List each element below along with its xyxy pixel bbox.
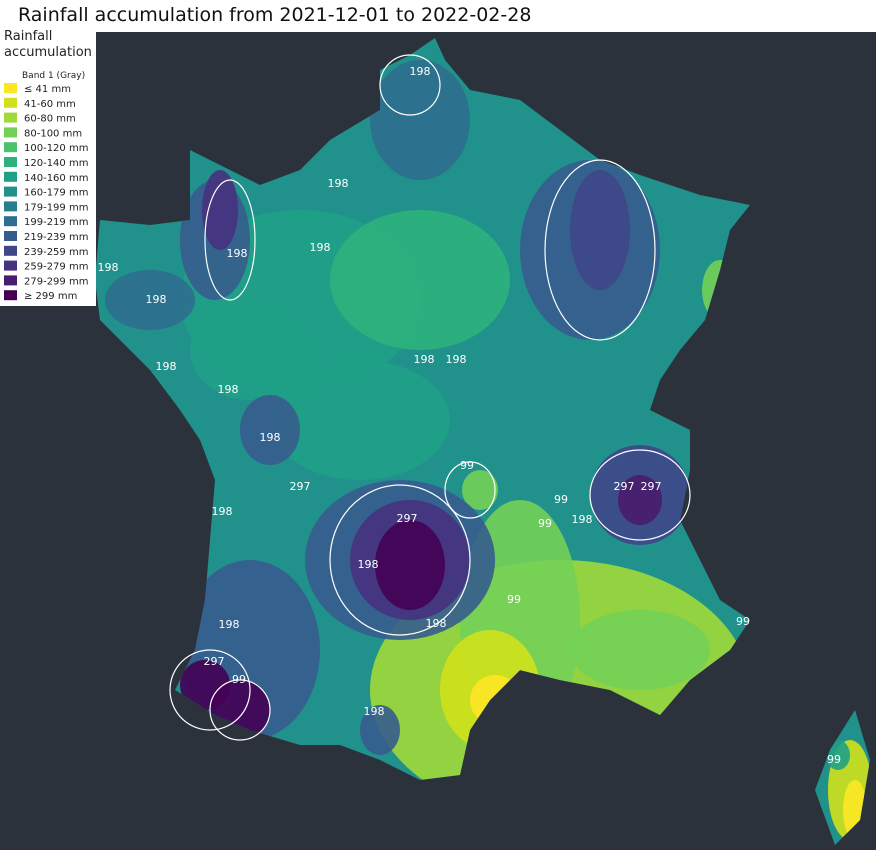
rainfall-region bbox=[360, 705, 400, 755]
contour-label: 198 bbox=[260, 431, 281, 444]
legend-swatch bbox=[4, 275, 17, 286]
legend-label: 160-179 mm bbox=[24, 188, 88, 199]
contour-label: 198 bbox=[218, 383, 239, 396]
contour-label: 198 bbox=[446, 353, 467, 366]
rainfall-region bbox=[190, 300, 310, 400]
rainfall-region bbox=[570, 610, 710, 690]
contour-label: 198 bbox=[212, 505, 233, 518]
legend-swatch bbox=[4, 83, 17, 93]
contour-label: 198 bbox=[219, 618, 240, 631]
contour-label: 198 bbox=[98, 261, 119, 274]
contour-line bbox=[204, 179, 256, 301]
legend-swatch bbox=[4, 142, 17, 153]
rainfall-region bbox=[330, 210, 510, 350]
legend-band: Band 1 (Gray) bbox=[22, 71, 85, 81]
contour-label: 198 bbox=[410, 65, 431, 78]
contour-line bbox=[444, 461, 496, 519]
legend-label: 179-199 mm bbox=[24, 202, 88, 213]
contour-line bbox=[329, 484, 471, 636]
legend-swatch bbox=[4, 127, 17, 138]
rainfall-region bbox=[240, 395, 300, 465]
legend-swatch bbox=[4, 260, 17, 271]
contour-label: 297 bbox=[397, 512, 418, 525]
rainfall-region bbox=[270, 360, 450, 480]
legend-swatch bbox=[4, 171, 17, 182]
legend: Rainfall accumulation Band 1 (Gray) ≤ 41 mm… bbox=[4, 29, 92, 302]
contour-label: 198 bbox=[310, 241, 331, 254]
contour-line bbox=[209, 679, 271, 741]
legend-label: 41-60 mm bbox=[24, 99, 76, 110]
map-title: Rainfall accumulation from 2021-12-01 to… bbox=[18, 4, 532, 26]
contour-label: 198 bbox=[426, 617, 447, 630]
legend-label: 80-100 mm bbox=[24, 128, 82, 139]
contour-label: 99 bbox=[538, 517, 552, 530]
contour-label: 198 bbox=[146, 293, 167, 306]
contour-label: 297 bbox=[290, 480, 311, 493]
legend-swatch bbox=[4, 97, 17, 108]
contour-label: 99 bbox=[827, 753, 841, 766]
rainfall-region bbox=[826, 740, 850, 770]
contour-label: 99 bbox=[507, 593, 521, 606]
contour-label: 99 bbox=[460, 459, 474, 472]
contour-line bbox=[589, 449, 691, 541]
contour-line bbox=[169, 649, 251, 731]
rainfall-region bbox=[375, 520, 445, 610]
legend-label: 219-239 mm bbox=[24, 232, 88, 243]
contour-label: 198 bbox=[572, 513, 593, 526]
contour-label: 198 bbox=[364, 705, 385, 718]
contour-label: 198 bbox=[156, 360, 177, 373]
rainfall-region bbox=[618, 475, 662, 525]
legend-swatch bbox=[4, 186, 17, 197]
legend-label: ≤ 41 mm bbox=[24, 84, 71, 95]
rainfall-region bbox=[570, 170, 630, 290]
rainfall-region bbox=[462, 470, 498, 510]
contour-label: 99 bbox=[232, 673, 246, 686]
legend-title: Rainfall accumulation bbox=[4, 29, 92, 60]
legend-swatch bbox=[4, 245, 17, 256]
contour-label: 198 bbox=[328, 177, 349, 190]
legend-label: 60-80 mm bbox=[24, 114, 76, 125]
contours: 198 198 198 198 198 198 198 198 198 198 198 198 198 1… bbox=[98, 54, 841, 766]
legend-label: 239-259 mm bbox=[24, 247, 88, 258]
legend-swatch bbox=[4, 290, 17, 301]
contour-label: 297 bbox=[204, 655, 225, 668]
contour-label: 99 bbox=[554, 493, 568, 506]
legend-label: ≥ 299 mm bbox=[24, 291, 77, 302]
legend-swatch bbox=[4, 216, 17, 227]
rainfall-region bbox=[105, 270, 195, 330]
legend-swatch bbox=[4, 231, 17, 241]
contour-label: 198 bbox=[227, 247, 248, 260]
legend-label: 100-120 mm bbox=[24, 143, 88, 154]
legend-label: 259-279 mm bbox=[24, 262, 88, 273]
legend-box bbox=[0, 32, 96, 306]
contour-label: 297 bbox=[641, 480, 662, 493]
contour-label: 198 bbox=[358, 558, 379, 571]
contour-label: 198 bbox=[414, 353, 435, 366]
contour-label: 297 bbox=[614, 480, 635, 493]
contour-label: 99 bbox=[736, 615, 750, 628]
legend-label: 279-299 mm bbox=[24, 276, 88, 287]
rainfall-region bbox=[370, 60, 470, 180]
rainfall-region bbox=[202, 170, 238, 250]
legend-label: 199-219 mm bbox=[24, 217, 88, 228]
contour-line bbox=[544, 159, 656, 341]
legend-label: 140-160 mm bbox=[24, 173, 88, 184]
legend-swatch bbox=[4, 157, 17, 167]
legend-swatch bbox=[4, 201, 17, 212]
contour-line bbox=[379, 54, 441, 116]
legend-swatch bbox=[4, 112, 17, 123]
legend-label: 120-140 mm bbox=[24, 158, 88, 169]
